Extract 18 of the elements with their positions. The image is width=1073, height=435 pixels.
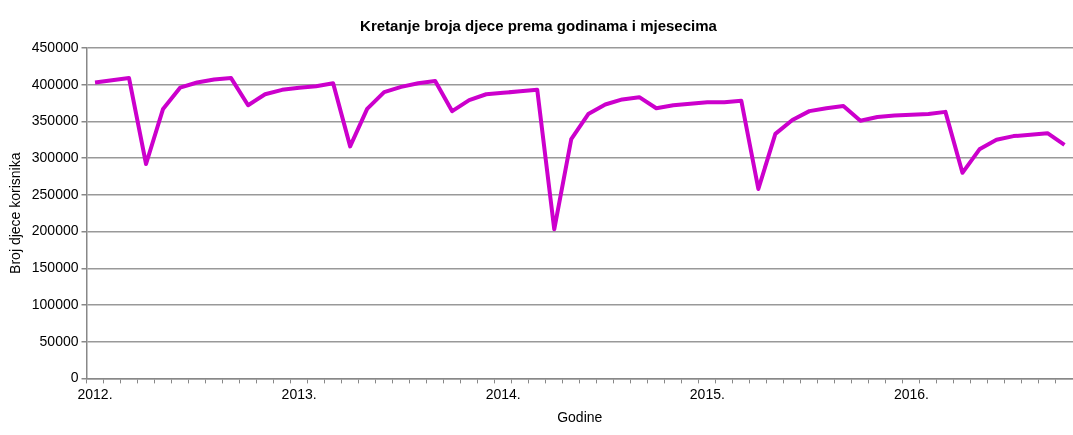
- y-axis-title: Broj djece korisnika: [7, 152, 24, 274]
- x-tick-label: 2016.: [893, 385, 929, 402]
- x-tick-label: 2012.: [77, 385, 113, 402]
- y-tick-label: 150000: [31, 259, 79, 276]
- y-tick-label: 350000: [31, 112, 79, 129]
- y-tick-label: 450000: [31, 38, 79, 55]
- y-tick-label: 0: [70, 369, 79, 386]
- y-tick-label: 250000: [31, 185, 79, 202]
- x-tick-label: 2013.: [281, 385, 317, 402]
- x-tick-label: 2014.: [485, 385, 521, 402]
- y-tick-label: 400000: [31, 75, 79, 92]
- x-tick-label: 2015.: [689, 385, 725, 402]
- y-tick-label: 300000: [31, 148, 79, 165]
- x-axis-title: Godine: [557, 409, 603, 426]
- chart-title: Kretanje broja djece prema godinama i mjesecima: [360, 17, 718, 35]
- y-tick-label: 200000: [31, 222, 79, 239]
- y-tick-label: 100000: [31, 295, 79, 312]
- y-tick-label: 50000: [39, 332, 79, 349]
